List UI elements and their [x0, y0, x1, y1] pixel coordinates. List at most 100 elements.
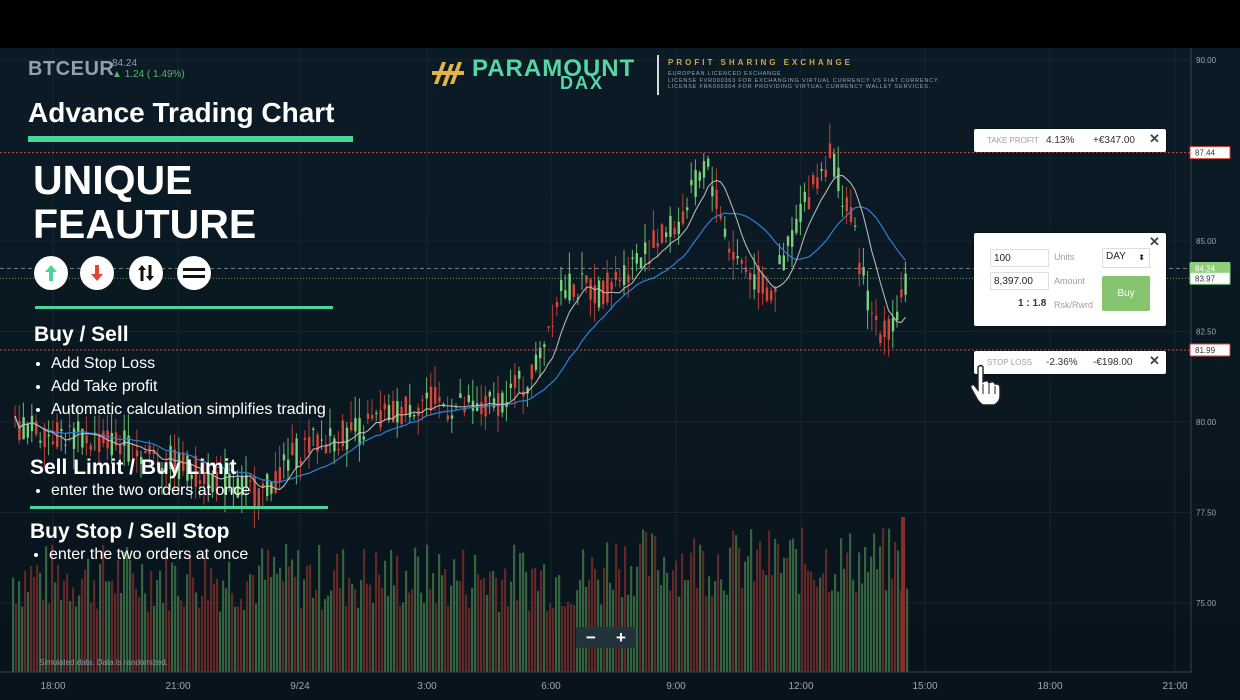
section-heading-buy-sell: Buy / Sell [34, 323, 129, 346]
close-icon[interactable]: ✕ [1149, 131, 1160, 146]
volume-bar [837, 591, 840, 672]
volume-bar [114, 593, 117, 672]
arrow-down-icon[interactable] [80, 256, 114, 290]
candle-body [72, 428, 76, 449]
candle-body [177, 452, 181, 479]
volume-bar [108, 581, 111, 672]
candle-body [732, 251, 735, 260]
volume-bar [906, 588, 909, 672]
candle-body [173, 449, 176, 476]
brand-divider [657, 55, 659, 95]
volume-bar [573, 604, 576, 672]
volume-bar [654, 536, 657, 672]
candle-body [270, 482, 273, 494]
volume-bar [843, 568, 846, 672]
volume-bar [42, 599, 45, 672]
candle-body [463, 408, 466, 413]
candle-body [308, 436, 311, 453]
volume-bar [393, 585, 396, 672]
up-down-arrows-icon[interactable] [129, 256, 163, 290]
volume-bar [90, 602, 93, 672]
zoom-out-button[interactable]: − [586, 627, 596, 647]
candle-body [883, 320, 886, 337]
candle-body [316, 434, 319, 452]
volume-bar [384, 560, 387, 672]
candle-body [736, 255, 739, 259]
units-input[interactable] [990, 249, 1049, 267]
volume-bar [720, 579, 723, 672]
candle-body [618, 279, 622, 282]
volume-bar [309, 564, 312, 672]
volume-bar [276, 573, 279, 672]
volume-bar [261, 548, 264, 672]
volume-bar [630, 565, 633, 672]
take-profit-panel[interactable]: TAKE PROFIT 4.13% +€347.00 ✕ [974, 129, 1166, 152]
volume-bar [444, 569, 447, 672]
volume-bar [801, 527, 804, 672]
candle-body [219, 465, 223, 468]
volume-bar [54, 582, 57, 672]
volume-bar [270, 577, 273, 672]
time-tick-label: 21:00 [165, 681, 190, 692]
volume-bar [456, 580, 459, 672]
candle-body [610, 282, 613, 290]
volume-bar [312, 597, 315, 672]
volume-bar [351, 583, 354, 672]
volume-bar [255, 603, 258, 672]
volume-bar [795, 548, 798, 672]
candle-body [446, 415, 449, 420]
arrow-up-icon[interactable] [34, 256, 68, 290]
candle-body [245, 474, 248, 487]
volume-bar [396, 555, 399, 672]
candle-body [862, 266, 865, 276]
candle-body [110, 433, 113, 456]
candle-body [77, 421, 80, 433]
volume-bar [381, 587, 384, 672]
volume-bar [300, 608, 303, 672]
volume-bar [249, 574, 252, 672]
volume-bar [678, 596, 681, 672]
volume-bar [483, 578, 486, 672]
time-tick-label: 18:00 [40, 681, 65, 692]
candle-body [413, 414, 416, 417]
candle-body [266, 474, 269, 496]
close-icon[interactable]: ✕ [1149, 234, 1160, 249]
buy-button[interactable]: Buy [1102, 276, 1150, 311]
volume-bar [30, 565, 33, 672]
duration-select[interactable]: DAY ⬍ [1102, 248, 1150, 268]
close-icon[interactable]: ✕ [1149, 353, 1160, 368]
stop-loss-percent: -2.36% [1046, 357, 1078, 368]
volume-bar [636, 566, 639, 672]
volume-bar [174, 565, 177, 672]
volume-bar [888, 528, 891, 672]
brand-tagline: PROFIT SHARING EXCHANGE [668, 58, 854, 67]
section-heading-stop: Buy Stop / Sell Stop [30, 520, 230, 543]
volume-bar [901, 517, 905, 672]
volume-bar [447, 605, 450, 672]
volume-bar [111, 580, 114, 672]
volume-bar [165, 549, 168, 672]
volume-bar [603, 567, 606, 672]
stop-loss-panel[interactable]: STOP LOSS -2.36% -€198.00 ✕ [974, 351, 1166, 374]
volume-bar [534, 567, 537, 672]
volume-bar [231, 593, 234, 672]
volume-bar [39, 572, 42, 672]
candle-body [425, 392, 428, 399]
candle-body [828, 143, 832, 158]
candle-body [333, 438, 336, 452]
candle-body [854, 225, 857, 227]
volume-bar [663, 556, 666, 672]
candle-body [639, 257, 643, 269]
zoom-in-button[interactable]: + [616, 627, 626, 647]
volume-bar [615, 544, 618, 672]
candle-body [833, 153, 836, 177]
candle-body [803, 191, 806, 202]
volume-bar [759, 541, 762, 672]
candle-body [421, 399, 424, 401]
volume-bar [672, 570, 675, 672]
amount-input[interactable] [990, 272, 1049, 290]
volume-bar [189, 552, 192, 672]
candle-body [513, 375, 517, 388]
menu-lines-icon[interactable] [177, 256, 211, 290]
